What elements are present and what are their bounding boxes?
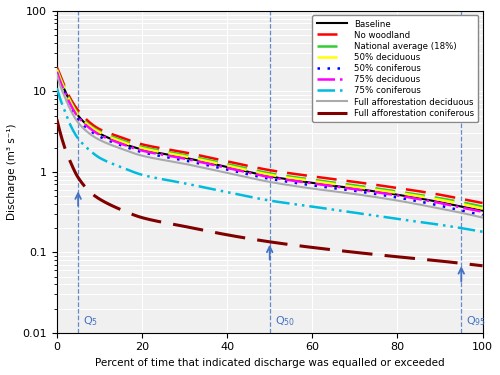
75% coniferous [54,86,60,90]
Full afforestation coniferous [307,245,313,249]
Text: Q$_{50}$: Q$_{50}$ [275,314,295,328]
75% deciduous [403,195,409,199]
50% deciduous [54,68,60,72]
50% coniferous [470,211,476,215]
Full afforestation coniferous [54,117,60,122]
75% deciduous [480,209,486,214]
Line: Full afforestation coniferous: Full afforestation coniferous [57,119,482,266]
No woodland [256,166,262,170]
Full afforestation coniferous [258,238,264,243]
50% deciduous [258,171,264,176]
Full afforestation coniferous [284,242,290,246]
50% coniferous [403,197,409,201]
Line: Baseline: Baseline [57,71,482,211]
50% coniferous [307,183,313,187]
Line: 50% coniferous: 50% coniferous [57,73,482,215]
75% coniferous [256,196,262,201]
50% coniferous [284,180,290,184]
No woodland [307,174,313,178]
Baseline [256,172,262,177]
Full afforestation coniferous [480,264,486,268]
Y-axis label: Discharge (m³ s⁻¹): Discharge (m³ s⁻¹) [7,124,17,220]
No woodland [480,201,486,205]
50% coniferous [54,70,60,75]
Full afforestation deciduous [54,73,60,77]
75% deciduous [54,70,60,74]
Line: National average (18%): National average (18%) [57,69,482,207]
75% coniferous [284,201,290,206]
Full afforestation coniferous [256,238,262,243]
No woodland [258,166,264,171]
50% deciduous [403,192,409,196]
Baseline [307,180,313,185]
75% deciduous [256,173,262,177]
50% deciduous [284,175,290,180]
Baseline [54,69,60,73]
50% coniferous [256,174,262,179]
Full afforestation deciduous [403,200,409,204]
50% deciduous [307,178,313,183]
Baseline [258,172,264,177]
Line: 50% deciduous: 50% deciduous [57,70,482,209]
Full afforestation deciduous [256,178,262,182]
Text: Q$_5$: Q$_5$ [83,314,98,328]
75% deciduous [307,181,313,185]
Baseline [470,207,476,211]
75% deciduous [470,207,476,212]
Line: 75% coniferous: 75% coniferous [57,88,482,232]
50% coniferous [258,175,264,180]
75% coniferous [307,204,313,209]
Full afforestation deciduous [284,183,290,187]
Full afforestation deciduous [470,213,476,217]
Baseline [403,194,409,198]
National average (18%) [54,67,60,71]
No woodland [284,171,290,175]
National average (18%) [403,190,409,195]
Text: Q$_{95}$: Q$_{95}$ [466,314,486,328]
Full afforestation deciduous [258,178,264,183]
75% coniferous [480,230,486,234]
Line: 75% deciduous: 75% deciduous [57,72,482,211]
National average (18%) [470,202,476,207]
50% deciduous [470,204,476,209]
75% coniferous [258,197,264,201]
50% deciduous [480,206,486,211]
Full afforestation coniferous [470,262,476,267]
Line: No woodland: No woodland [57,67,482,203]
Full afforestation deciduous [480,215,486,220]
National average (18%) [258,170,264,174]
Legend: Baseline, No woodland, National average (18%), 50% deciduous, 50% coniferous, 75: Baseline, No woodland, National average … [312,15,478,122]
75% deciduous [284,178,290,182]
Baseline [480,209,486,213]
National average (18%) [284,174,290,178]
No woodland [54,65,60,69]
75% deciduous [258,173,264,178]
No woodland [470,199,476,203]
National average (18%) [480,204,486,209]
No woodland [403,187,409,192]
Baseline [284,177,290,182]
National average (18%) [256,169,262,174]
75% coniferous [470,228,476,232]
50% coniferous [480,213,486,217]
75% coniferous [403,218,409,222]
Full afforestation coniferous [403,255,409,260]
X-axis label: Percent of time that indicated discharge was equalled or exceeded: Percent of time that indicated discharge… [95,358,445,368]
National average (18%) [307,177,313,182]
Full afforestation deciduous [307,186,313,190]
50% deciduous [256,171,262,175]
Line: Full afforestation deciduous: Full afforestation deciduous [57,75,482,217]
